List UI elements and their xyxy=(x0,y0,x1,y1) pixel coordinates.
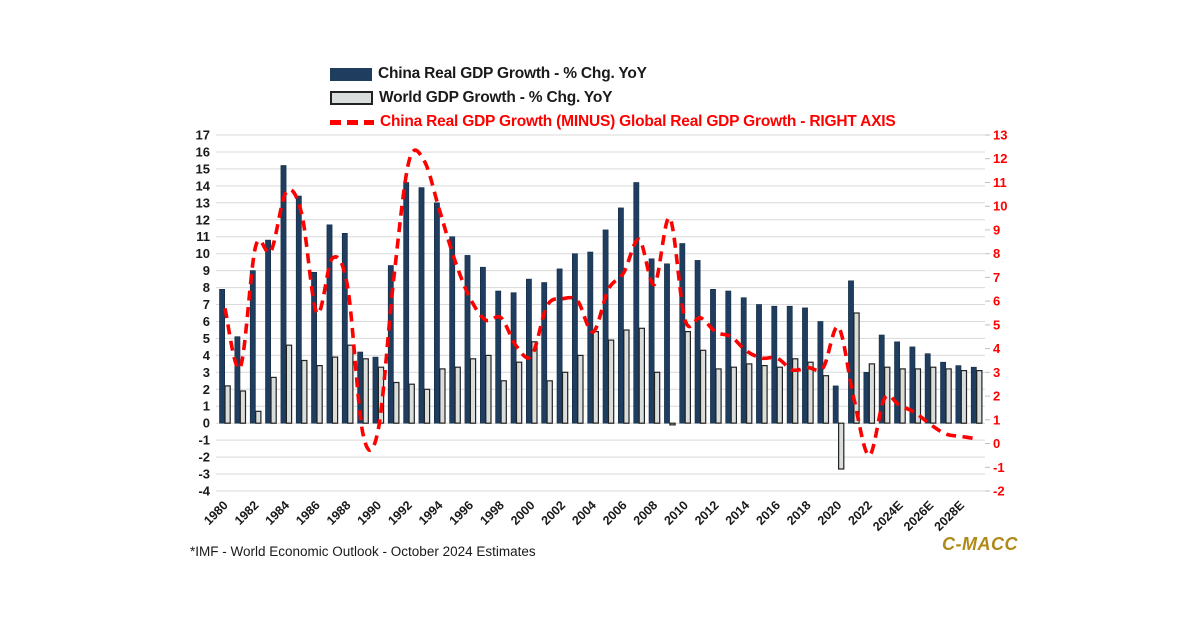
svg-text:1986: 1986 xyxy=(293,498,323,528)
svg-text:13: 13 xyxy=(196,195,210,210)
svg-text:1990: 1990 xyxy=(355,498,385,528)
svg-text:-2: -2 xyxy=(993,484,1005,499)
svg-text:2012: 2012 xyxy=(692,498,722,528)
right-axis-ticks xyxy=(985,134,990,492)
svg-text:9: 9 xyxy=(203,263,210,278)
legend-label-world: World GDP Growth - % Chg. YoY xyxy=(379,89,613,106)
x-axis-labels: 1980 1982 1984 1986 1988 1990 1992 1994 1996 1998… xyxy=(201,498,967,533)
svg-text:3: 3 xyxy=(993,365,1000,380)
svg-text:2: 2 xyxy=(993,389,1000,404)
legend-item-diff: China Real GDP Growth (MINUS) Global Rea… xyxy=(330,110,896,134)
svg-text:2018: 2018 xyxy=(784,498,814,528)
svg-text:4: 4 xyxy=(203,348,211,363)
china-gdp-bars xyxy=(219,165,977,424)
svg-text:2024E: 2024E xyxy=(870,498,905,533)
svg-text:11: 11 xyxy=(993,175,1007,190)
svg-text:12: 12 xyxy=(993,151,1007,166)
svg-text:12: 12 xyxy=(196,212,210,227)
svg-text:14: 14 xyxy=(196,178,211,193)
china-minus-world-line xyxy=(223,148,977,458)
china-bar-swatch-icon xyxy=(330,67,372,81)
svg-text:2002: 2002 xyxy=(539,498,569,528)
svg-text:11: 11 xyxy=(196,229,210,244)
svg-text:2: 2 xyxy=(203,382,210,397)
svg-text:4: 4 xyxy=(993,341,1001,356)
svg-text:1988: 1988 xyxy=(324,498,354,528)
cmacc-logo: C-MACC xyxy=(942,534,1018,554)
svg-text:2008: 2008 xyxy=(631,498,661,528)
svg-text:-1: -1 xyxy=(993,460,1005,475)
svg-text:13: 13 xyxy=(993,128,1007,143)
world-gdp-bars xyxy=(224,312,983,470)
svg-text:1998: 1998 xyxy=(477,498,507,528)
svg-text:-1: -1 xyxy=(198,433,210,448)
svg-text:17: 17 xyxy=(196,128,210,143)
svg-text:1992: 1992 xyxy=(385,498,415,528)
legend-item-world: World GDP Growth - % Chg. YoY xyxy=(330,86,895,110)
legend-label-diff: China Real GDP Growth (MINUS) Global Rea… xyxy=(380,113,896,130)
svg-text:2020: 2020 xyxy=(815,498,845,528)
svg-text:5: 5 xyxy=(993,317,1000,332)
legend-item-china: China Real GDP Growth - % Chg. YoY xyxy=(330,62,895,86)
svg-text:1: 1 xyxy=(993,412,1000,427)
svg-text:3: 3 xyxy=(203,365,210,380)
svg-text:2026E: 2026E xyxy=(901,498,936,533)
svg-text:1982: 1982 xyxy=(232,498,262,528)
svg-text:5: 5 xyxy=(203,331,210,346)
svg-text:6: 6 xyxy=(993,294,1000,309)
svg-text:6: 6 xyxy=(203,314,210,329)
svg-text:1996: 1996 xyxy=(447,498,477,528)
svg-text:2000: 2000 xyxy=(508,498,538,528)
svg-text:0: 0 xyxy=(993,436,1000,451)
svg-text:1980: 1980 xyxy=(201,498,231,528)
svg-text:2016: 2016 xyxy=(753,498,783,528)
svg-text:1: 1 xyxy=(203,399,210,414)
svg-text:8: 8 xyxy=(203,280,210,295)
svg-text:2006: 2006 xyxy=(600,498,630,528)
svg-text:2014: 2014 xyxy=(723,498,753,528)
svg-text:1994: 1994 xyxy=(416,498,446,528)
svg-text:2028E: 2028E xyxy=(932,498,967,533)
red-dash-swatch-icon xyxy=(330,119,374,125)
svg-text:15: 15 xyxy=(196,161,210,176)
chart-legend: China Real GDP Growth - % Chg. YoY World… xyxy=(330,62,896,134)
svg-text:8: 8 xyxy=(993,246,1000,261)
svg-text:-4: -4 xyxy=(198,484,210,499)
svg-text:16: 16 xyxy=(196,145,210,160)
source-note: *IMF - World Economic Outlook - October … xyxy=(190,544,536,559)
svg-text:2004: 2004 xyxy=(569,498,599,528)
grid-lines xyxy=(216,134,985,492)
svg-text:10: 10 xyxy=(196,246,210,261)
svg-text:-3: -3 xyxy=(198,467,210,482)
svg-text:9: 9 xyxy=(993,222,1000,237)
svg-text:7: 7 xyxy=(203,297,210,312)
svg-text:2010: 2010 xyxy=(661,498,691,528)
world-bar-swatch-icon xyxy=(330,91,373,105)
svg-text:-2: -2 xyxy=(198,450,210,465)
svg-text:7: 7 xyxy=(993,270,1000,285)
svg-text:10: 10 xyxy=(993,199,1007,214)
legend-label-china: China Real GDP Growth - % Chg. YoY xyxy=(378,65,647,82)
svg-text:0: 0 xyxy=(203,416,210,431)
svg-text:1984: 1984 xyxy=(263,498,293,528)
